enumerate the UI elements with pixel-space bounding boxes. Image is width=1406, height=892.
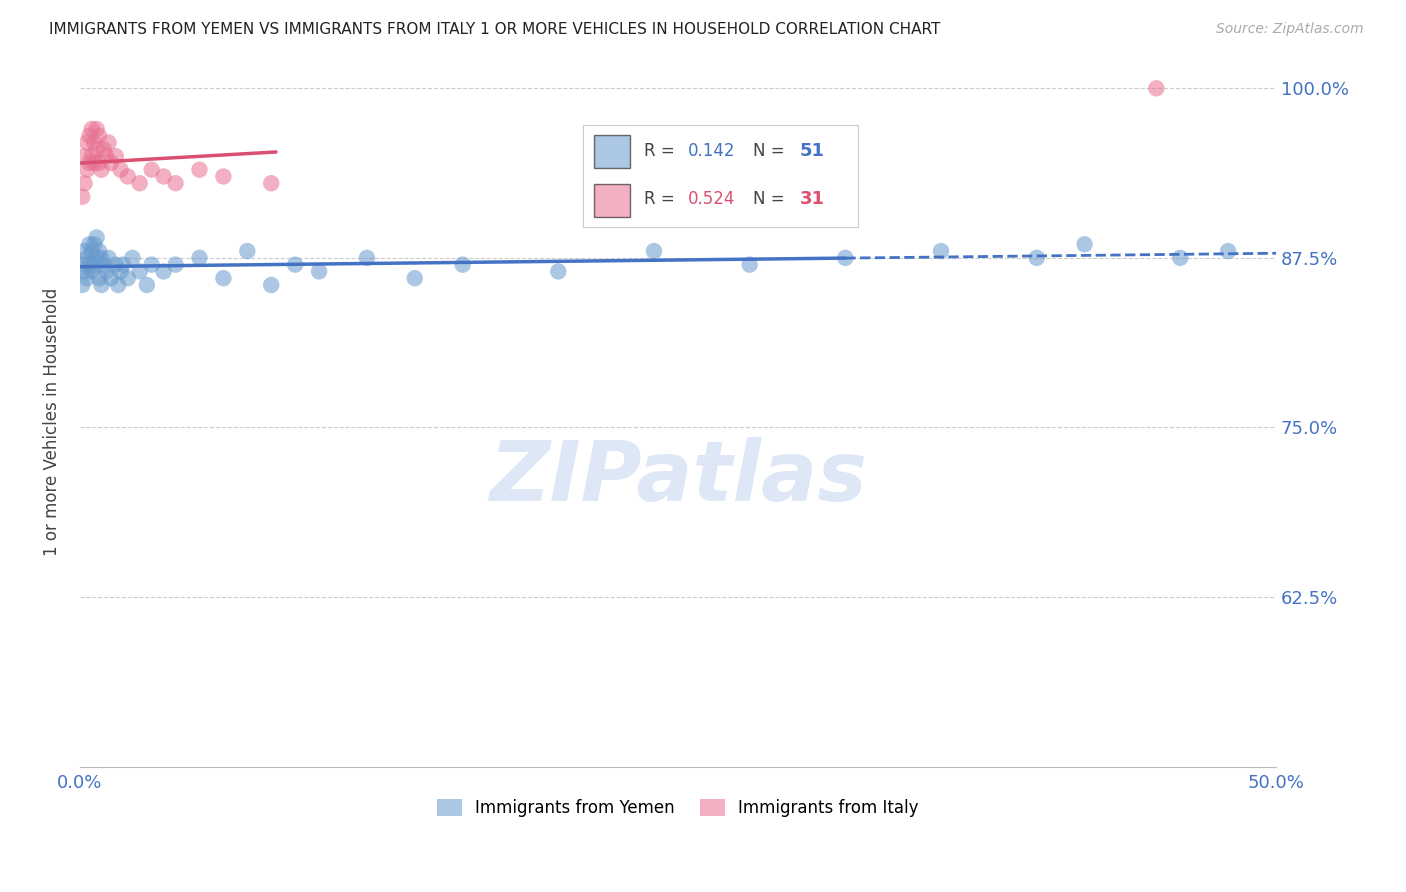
Text: 0.142: 0.142: [688, 142, 735, 160]
Point: [79, 156, 101, 170]
Point: [83, 156, 105, 170]
Point: [212, 271, 235, 285]
Point: [1073, 237, 1095, 252]
Point: [73, 149, 96, 163]
Point: [165, 176, 187, 190]
Point: [86, 251, 108, 265]
Point: [165, 258, 187, 272]
Point: [100, 156, 122, 170]
Point: [111, 258, 134, 272]
Text: IMMIGRANTS FROM YEMEN VS IMMIGRANTS FROM ITALY 1 OR MORE VEHICLES IN HOUSEHOLD C: IMMIGRANTS FROM YEMEN VS IMMIGRANTS FROM…: [49, 22, 941, 37]
Point: [86, 122, 108, 136]
Point: [72, 190, 94, 204]
Point: [72, 258, 94, 272]
Point: [73, 176, 96, 190]
Point: [1025, 251, 1047, 265]
Point: [80, 264, 103, 278]
Point: [1168, 251, 1191, 265]
Point: [356, 251, 378, 265]
Point: [90, 162, 112, 177]
Point: [87, 156, 110, 170]
Point: [547, 264, 569, 278]
Point: [128, 176, 150, 190]
Point: [87, 128, 110, 143]
Y-axis label: 1 or more Vehicles in Household: 1 or more Vehicles in Household: [44, 288, 60, 556]
Point: [117, 271, 139, 285]
Point: [96, 149, 118, 163]
Point: [90, 251, 112, 265]
Point: [100, 271, 122, 285]
FancyBboxPatch shape: [595, 185, 630, 218]
Point: [86, 230, 108, 244]
Point: [643, 244, 665, 258]
Point: [128, 264, 150, 278]
Point: [152, 169, 174, 184]
Point: [79, 258, 101, 272]
Point: [79, 128, 101, 143]
Point: [76, 271, 98, 285]
Point: [188, 162, 211, 177]
Point: [284, 258, 307, 272]
Point: [80, 149, 103, 163]
Legend: Immigrants from Yemen, Immigrants from Italy: Immigrants from Yemen, Immigrants from I…: [430, 792, 925, 823]
Point: [141, 162, 163, 177]
Point: [76, 136, 98, 150]
Point: [79, 237, 101, 252]
Point: [1216, 244, 1239, 258]
Point: [76, 162, 98, 177]
Point: [83, 237, 105, 252]
Point: [212, 169, 235, 184]
Point: [97, 251, 120, 265]
FancyBboxPatch shape: [595, 136, 630, 168]
Text: 0.524: 0.524: [688, 190, 735, 208]
Point: [104, 258, 127, 272]
Point: [87, 271, 110, 285]
Point: [121, 251, 143, 265]
Point: [110, 264, 132, 278]
Point: [188, 251, 211, 265]
Point: [135, 277, 157, 292]
Text: ZIPatlas: ZIPatlas: [489, 436, 868, 517]
Point: [73, 264, 96, 278]
Point: [83, 258, 105, 272]
Point: [110, 162, 132, 177]
Point: [451, 258, 474, 272]
Point: [308, 264, 330, 278]
Point: [104, 149, 127, 163]
Point: [929, 244, 952, 258]
Point: [260, 277, 283, 292]
Point: [96, 264, 118, 278]
Point: [73, 244, 96, 258]
Text: R =: R =: [644, 142, 681, 160]
Point: [90, 277, 112, 292]
Point: [107, 277, 129, 292]
Point: [80, 244, 103, 258]
Text: Source: ZipAtlas.com: Source: ZipAtlas.com: [1216, 22, 1364, 37]
Text: 51: 51: [800, 142, 825, 160]
Point: [76, 251, 98, 265]
Text: R =: R =: [644, 190, 681, 208]
Point: [93, 142, 115, 156]
Point: [738, 258, 761, 272]
Point: [72, 277, 94, 292]
Point: [1144, 81, 1167, 95]
Point: [117, 169, 139, 184]
Text: 31: 31: [800, 190, 825, 208]
Point: [236, 244, 259, 258]
Point: [141, 258, 163, 272]
Point: [87, 244, 110, 258]
Point: [834, 251, 856, 265]
Point: [93, 258, 115, 272]
Point: [80, 122, 103, 136]
Point: [404, 271, 426, 285]
Point: [260, 176, 283, 190]
Text: N =: N =: [754, 142, 790, 160]
Point: [97, 136, 120, 150]
Point: [86, 142, 108, 156]
Text: N =: N =: [754, 190, 790, 208]
Point: [152, 264, 174, 278]
Point: [83, 136, 105, 150]
